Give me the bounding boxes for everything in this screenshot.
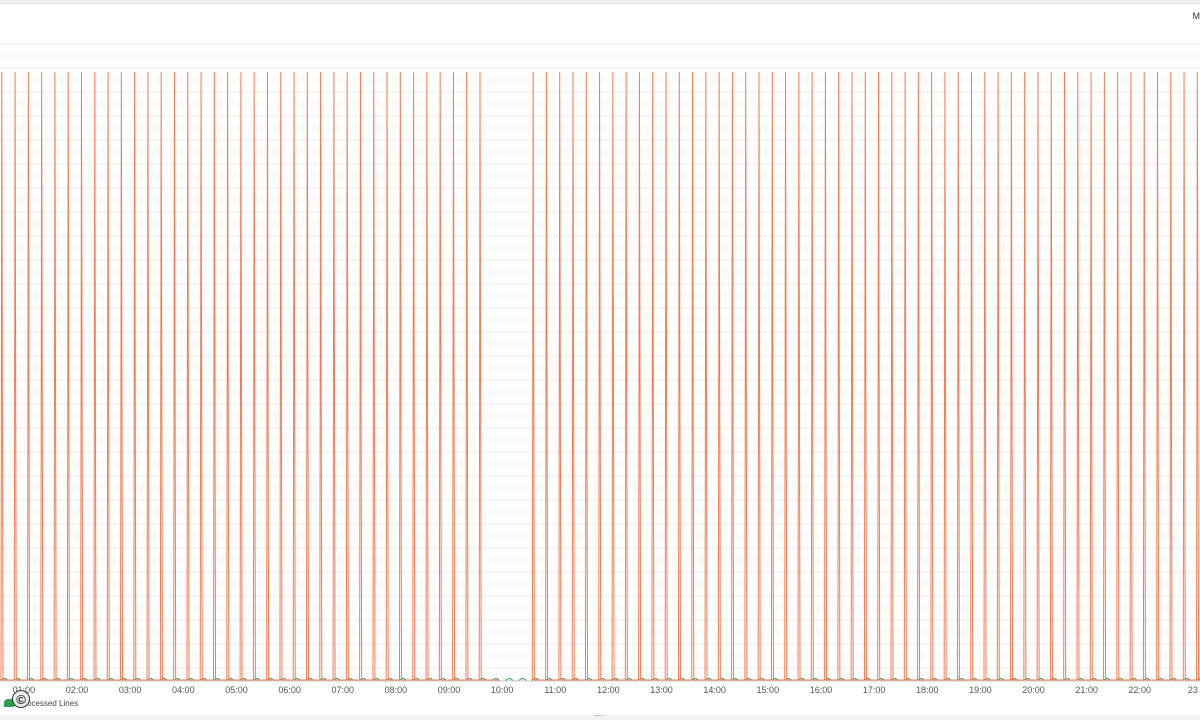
chart-panel: 01:0002:0003:0004:0005:0006:0007:0008:00…: [0, 3, 1200, 715]
x-tick-label: 02:00: [66, 685, 89, 695]
x-tick-label: 21:00: [1075, 685, 1098, 695]
x-tick-label: 17:00: [863, 685, 886, 695]
x-tick-label: 19:00: [969, 685, 992, 695]
resize-handle-icon[interactable]: ....: [594, 709, 603, 718]
x-tick-label: 15:00: [757, 685, 780, 695]
copyright-icon[interactable]: ©: [12, 690, 30, 708]
x-tick-label: 16:00: [810, 685, 833, 695]
x-tick-label: 22:00: [1129, 685, 1152, 695]
x-axis: 01:0002:0003:0004:0005:0006:0007:0008:00…: [0, 680, 1200, 695]
x-tick-label: 18:00: [916, 685, 939, 695]
x-tick-label: 13:00: [650, 685, 673, 695]
x-tick-label: 07:00: [331, 685, 354, 695]
series-primary-line: [0, 71, 1200, 681]
x-tick-label: 03:00: [119, 685, 142, 695]
x-tick-label: 04:00: [172, 685, 195, 695]
x-tick-label: 20:00: [1022, 685, 1045, 695]
x-tick-label: 06:00: [278, 685, 301, 695]
x-tick-label: 08:00: [385, 685, 408, 695]
x-tick-label: 14:00: [703, 685, 726, 695]
legend[interactable]: Processed Lines: [4, 695, 78, 711]
x-tick-label: 11:00: [544, 685, 566, 695]
line-chart: 01:0002:0003:0004:0005:0006:0007:0008:00…: [0, 43, 1200, 695]
x-tick-label: 05:00: [225, 685, 248, 695]
panel-header-label: M: [1192, 11, 1200, 21]
x-tick-label: 09:00: [438, 685, 461, 695]
x-tick-label: 10:00: [491, 685, 514, 695]
x-tick-label: 23: [1188, 685, 1198, 695]
legend-label: Processed Lines: [19, 698, 79, 708]
legend-swatch: [4, 699, 16, 707]
x-tick-label: 12:00: [597, 685, 620, 695]
series-primary: [0, 71, 1200, 681]
